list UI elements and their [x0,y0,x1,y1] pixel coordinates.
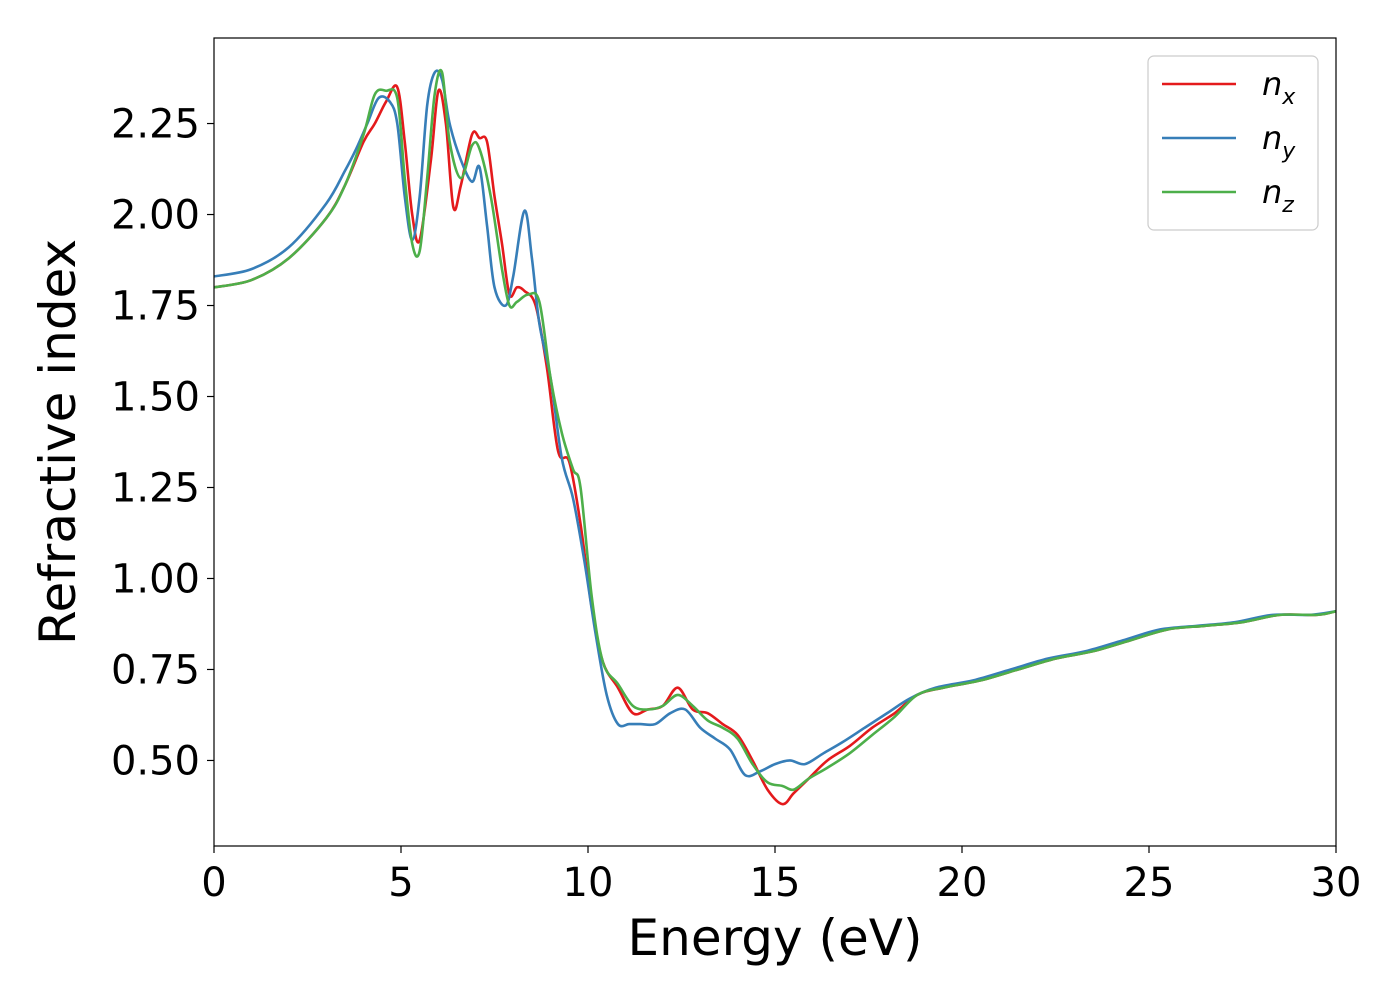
x-tick-label: 10 [563,860,614,906]
y-tick-label: 1.25 [111,465,200,511]
y-tick-label: 0.50 [111,738,200,784]
x-tick-label: 15 [750,860,801,906]
plot-series [214,68,1336,806]
x-tick-label: 0 [201,860,226,906]
y-tick-label: 1.50 [111,375,200,421]
x-tick-label: 20 [937,860,988,906]
y-axis-title: Refractive index [29,239,87,645]
x-tick-label: 5 [388,860,413,906]
x-tick-label: 25 [1124,860,1175,906]
y-axis: 0.50 0.75 1.00 1.25 1.50 1.75 2.00 2.25 [111,102,214,784]
x-axis: 0 5 10 15 20 25 30 [201,846,1361,906]
x-axis-title: Energy (eV) [628,909,923,967]
legend-box [1147,55,1319,231]
y-tick-label: 2.25 [111,102,200,148]
y-tick-label: 0.75 [111,647,200,693]
x-tick-label: 30 [1311,860,1362,906]
y-tick-label: 1.00 [111,556,200,602]
series-line-z [214,68,1336,792]
y-tick-label: 1.75 [111,284,200,330]
y-tick-label: 2.00 [111,193,200,239]
